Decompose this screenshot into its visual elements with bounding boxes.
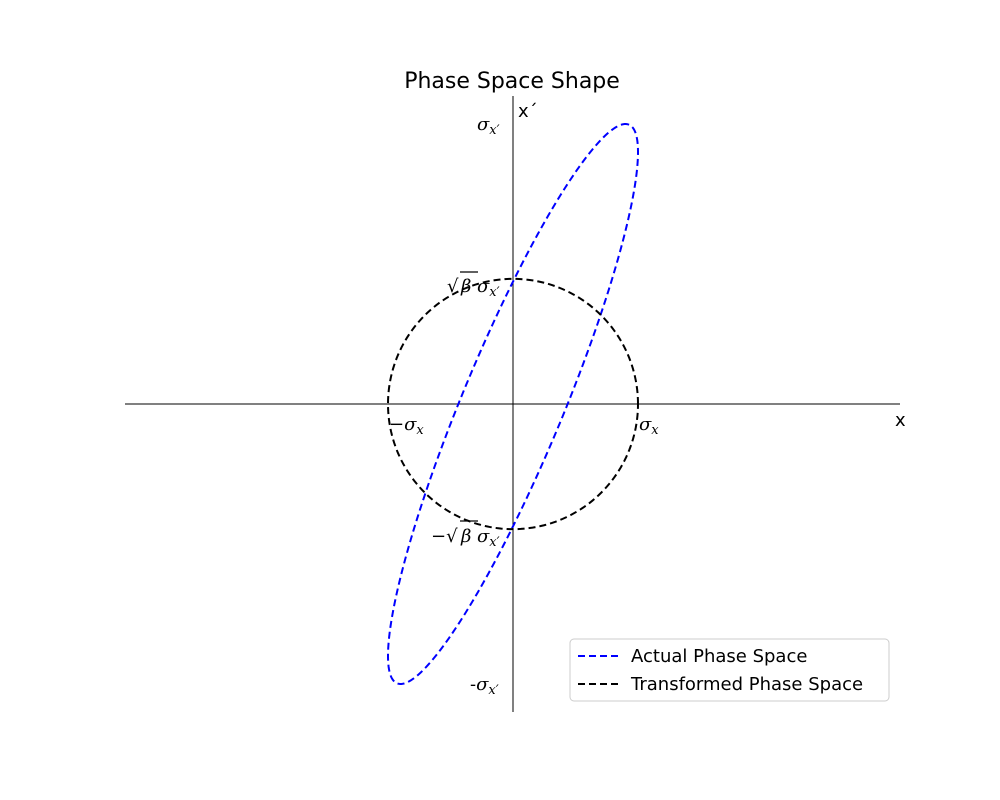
chart-title: Phase Space Shape [404,69,620,94]
svg-text:σx′: σx′ [477,526,500,550]
y-tick-neg-sqrt-beta-sigma-xp: −√ β σx′ [431,520,500,550]
y-tick-neg-sigma-xp: -σx′ [470,674,499,698]
legend-label-actual: Actual Phase Space [631,646,807,667]
series-actual-phase-space [387,122,639,686]
svg-text:√: √ [447,276,459,297]
legend-label-transformed: Transformed Phase Space [630,674,863,695]
svg-text:β: β [460,276,471,297]
svg-text:β: β [460,526,471,547]
y-axis-label: x´ [518,101,538,122]
series-transformed-phase-space [386,277,639,531]
legend-box [569,638,890,702]
svg-text:−√: −√ [431,526,458,547]
y-tick-sigma-xp: σx′ [477,114,500,138]
x-tick-sigma-x: σx [639,414,659,438]
legend: Actual Phase Space Transformed Phase Spa… [569,638,890,702]
x-axis-label: x [895,410,906,431]
x-tick-neg-sigma-x: −σx [389,414,424,438]
